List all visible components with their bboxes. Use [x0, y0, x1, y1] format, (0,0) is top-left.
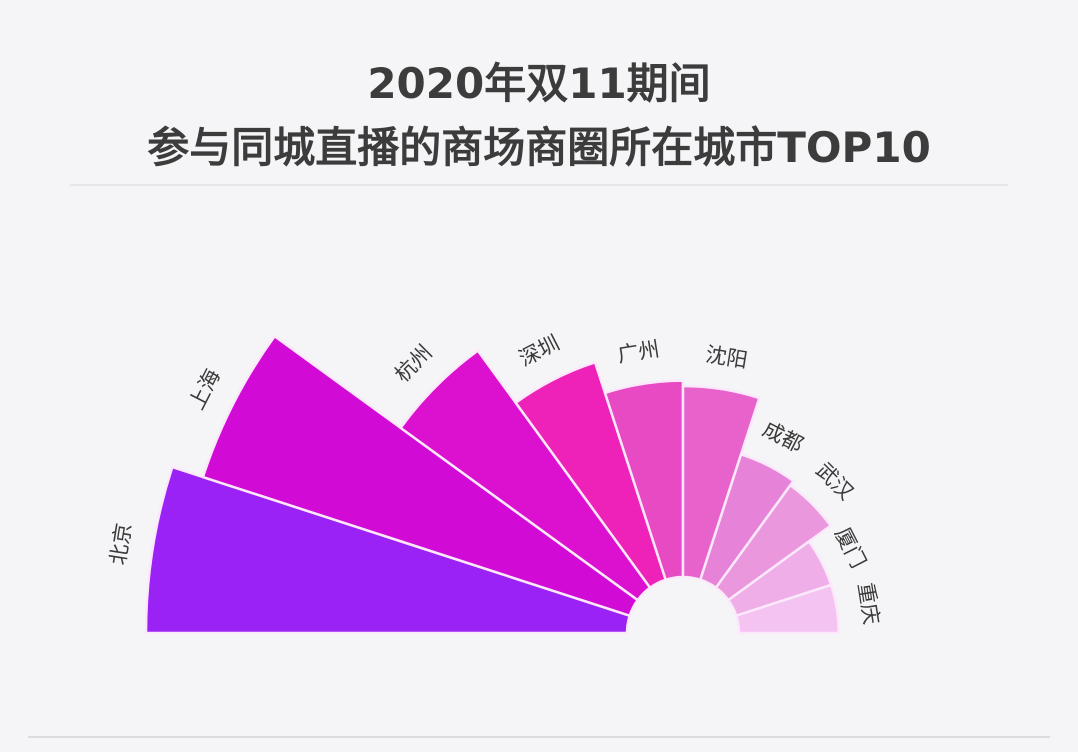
title-divider: [70, 184, 1008, 186]
baseline-mask: [0, 634, 1078, 640]
rose-slices: [0, 335, 1078, 640]
slice-label: 重庆: [853, 581, 883, 626]
bottom-divider: [28, 736, 1050, 738]
rose-slice[interactable]: [201, 335, 639, 617]
rose-slice[interactable]: [681, 384, 761, 581]
rose-slice[interactable]: [144, 465, 631, 635]
slice-label: 成都: [759, 417, 807, 457]
slice-label: 杭州: [390, 340, 437, 387]
slice-label: 上海: [184, 365, 224, 413]
chart-title-line-1: 2020年双11期间: [367, 59, 711, 108]
rose-center-hole: [628, 578, 738, 633]
chart-title-line-2: 参与同城直播的商场商圈所在城市TOP10: [147, 123, 931, 172]
slice-label: 厦门: [830, 524, 870, 572]
slice-label: 武汉: [811, 458, 858, 505]
chart-title: 2020年双11期间 参与同城直播的商场商圈所在城市TOP10: [0, 52, 1078, 180]
rose-slice[interactable]: [399, 349, 652, 602]
rose-slice[interactable]: [603, 379, 685, 581]
slice-label: 北京: [106, 521, 136, 566]
slice-label: 深圳: [515, 331, 563, 371]
rose-slice[interactable]: [735, 583, 840, 635]
rose-slice[interactable]: [699, 452, 795, 589]
slice-label: 广州: [616, 337, 661, 367]
slice-label: 沈阳: [704, 342, 749, 372]
rose-slice[interactable]: [714, 484, 832, 602]
rose-slice[interactable]: [514, 361, 667, 589]
